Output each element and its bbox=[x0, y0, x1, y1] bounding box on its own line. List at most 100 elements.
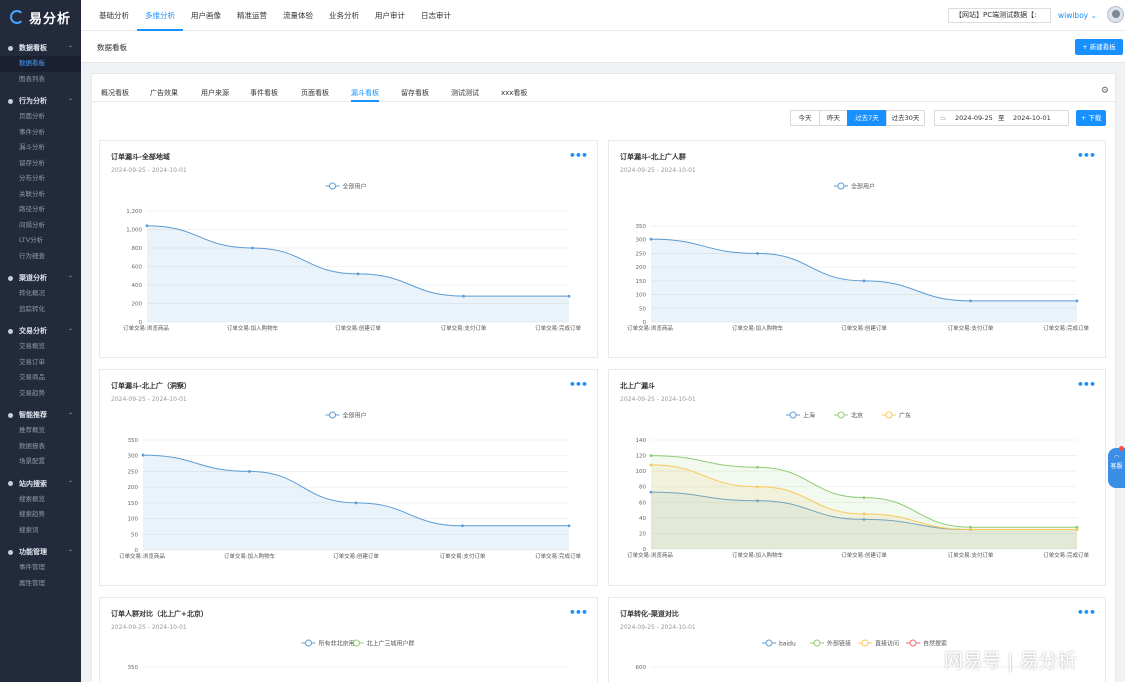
data-point[interactable] bbox=[756, 499, 759, 503]
more-options-icon[interactable]: ••• bbox=[568, 149, 588, 162]
top-nav-item[interactable]: 基础分析 bbox=[99, 10, 129, 20]
sidebar-item[interactable]: LTV分析 bbox=[19, 236, 44, 244]
dashboard-tab[interactable]: 概况看板 bbox=[101, 89, 129, 97]
sidebar-item[interactable]: 行为细查 bbox=[19, 251, 45, 260]
legend-label[interactable]: 直接访问 bbox=[875, 640, 899, 648]
new-dashboard-button[interactable]: + 新建看板 bbox=[1075, 39, 1123, 55]
data-point[interactable] bbox=[141, 453, 145, 457]
top-nav-item[interactable]: 精准运营 bbox=[237, 10, 267, 20]
sidebar-item[interactable]: 事件分析 bbox=[19, 127, 45, 136]
more-options-icon[interactable]: ••• bbox=[1076, 149, 1096, 162]
data-point[interactable] bbox=[862, 496, 866, 500]
dashboard-tab[interactable]: 页面看板 bbox=[301, 89, 329, 97]
data-point[interactable] bbox=[1075, 528, 1079, 531]
sidebar-item[interactable]: 事件管理 bbox=[19, 563, 45, 571]
sidebar-group[interactable]: 行为分析 ⌃ bbox=[0, 93, 81, 109]
data-point[interactable] bbox=[462, 294, 465, 298]
avatar[interactable] bbox=[1107, 6, 1124, 23]
sidebar-item[interactable]: 交易订单 bbox=[19, 357, 45, 366]
sidebar-item[interactable]: 场景配置 bbox=[19, 457, 45, 465]
top-nav-item[interactable]: 流量体验 bbox=[283, 10, 313, 20]
sidebar-item[interactable]: 数据看板 bbox=[0, 56, 81, 72]
more-options-icon[interactable]: ••• bbox=[568, 606, 588, 619]
legend-label[interactable]: 自然搜索 bbox=[923, 640, 947, 648]
sidebar-item[interactable]: 漏斗分析 bbox=[19, 143, 45, 151]
date-preset-button[interactable]: 过去7天 bbox=[847, 110, 887, 126]
legend-label[interactable]: 全部用户 bbox=[343, 183, 367, 191]
legend-label[interactable]: 全部用户 bbox=[343, 412, 367, 420]
legend-label[interactable]: baidu bbox=[779, 641, 796, 648]
sidebar-group[interactable]: 功能管理 ⌃ bbox=[0, 544, 81, 560]
data-point[interactable] bbox=[145, 224, 149, 228]
user-menu[interactable]: wiwiboy ⌄ bbox=[1058, 8, 1097, 23]
sidebar-group[interactable]: 智能推荐 ⌃ bbox=[0, 407, 81, 423]
sidebar-item[interactable]: 留存分析 bbox=[19, 158, 45, 167]
data-point[interactable] bbox=[756, 485, 759, 489]
data-point[interactable] bbox=[567, 294, 571, 298]
sidebar-item[interactable]: 图表列表 bbox=[19, 74, 45, 83]
data-point[interactable] bbox=[969, 528, 972, 531]
legend-label[interactable]: 北上广三城用户群 bbox=[367, 640, 415, 648]
dashboard-tab[interactable]: 漏斗看板 bbox=[351, 74, 379, 102]
data-point[interactable] bbox=[649, 463, 653, 467]
more-options-icon[interactable]: ••• bbox=[568, 378, 588, 391]
data-point[interactable] bbox=[862, 279, 866, 283]
sidebar-item[interactable]: 交易趋势 bbox=[19, 388, 45, 397]
date-range-picker[interactable]: ▭ 2024-09-25 至 2024-10-01 bbox=[934, 110, 1069, 126]
data-point[interactable] bbox=[862, 512, 866, 516]
data-point[interactable] bbox=[1075, 525, 1079, 529]
legend-label[interactable]: 全部用户 bbox=[851, 183, 875, 191]
data-point[interactable] bbox=[649, 237, 653, 241]
data-point[interactable] bbox=[567, 524, 571, 528]
data-point[interactable] bbox=[354, 501, 358, 505]
sidebar-item[interactable]: 转化概况 bbox=[19, 289, 45, 297]
sidebar-group[interactable]: 渠道分析 ⌃ bbox=[0, 270, 81, 286]
sidebar-item[interactable]: 交易商品 bbox=[19, 373, 45, 381]
sidebar-item[interactable]: 页面分析 bbox=[19, 112, 45, 120]
date-preset-button[interactable]: 昨天 bbox=[819, 110, 848, 126]
legend-label[interactable]: 上海 bbox=[803, 412, 815, 420]
sidebar-group[interactable]: 交易分析 ⌃ bbox=[0, 323, 81, 339]
dashboard-tab[interactable]: xxx看板 bbox=[501, 89, 528, 97]
customer-service-button[interactable]: ◠ 客服 bbox=[1108, 446, 1125, 488]
date-preset-button[interactable]: 过去30天 bbox=[886, 110, 925, 126]
sidebar-item[interactable]: 分布分析 bbox=[19, 174, 45, 182]
sidebar-item[interactable]: 搜索词 bbox=[19, 525, 39, 534]
sidebar-item[interactable]: 关联分析 bbox=[19, 189, 45, 198]
sidebar-group[interactable]: 站内搜索 ⌃ bbox=[0, 476, 81, 492]
data-point[interactable] bbox=[1075, 299, 1079, 303]
legend-label[interactable]: 外部链接 bbox=[827, 640, 851, 648]
sidebar-item[interactable]: 搜索趋势 bbox=[19, 510, 45, 518]
data-point[interactable] bbox=[461, 524, 464, 528]
top-nav-item[interactable]: 日志审计 bbox=[421, 10, 451, 20]
sidebar-item[interactable]: 推荐概览 bbox=[19, 426, 45, 434]
data-point[interactable] bbox=[649, 454, 653, 457]
data-point[interactable] bbox=[356, 272, 360, 276]
legend-label[interactable]: 所有非北京用户 bbox=[319, 640, 361, 648]
legend-label[interactable]: 广东 bbox=[899, 412, 911, 420]
sidebar-item[interactable]: 间隔分析 bbox=[19, 220, 45, 229]
data-point[interactable] bbox=[969, 299, 972, 303]
sidebar-item[interactable]: 数据报表 bbox=[19, 441, 45, 450]
sidebar-item[interactable]: 搜索概览 bbox=[19, 494, 45, 503]
gear-icon[interactable]: ⚙ bbox=[1100, 86, 1109, 96]
sidebar-item[interactable]: 交易概览 bbox=[19, 342, 45, 350]
sidebar-item[interactable]: 属性管理 bbox=[19, 578, 45, 587]
more-options-icon[interactable]: ••• bbox=[1076, 606, 1096, 619]
project-selector[interactable]: 【网站】PC端测试数据【: bbox=[948, 8, 1051, 23]
legend-label[interactable]: 北京 bbox=[851, 412, 863, 420]
dashboard-tab[interactable]: 留存看板 bbox=[401, 89, 429, 97]
data-point[interactable] bbox=[756, 465, 759, 469]
more-options-icon[interactable]: ••• bbox=[1076, 378, 1096, 391]
dashboard-tab[interactable]: 事件看板 bbox=[250, 89, 278, 97]
sidebar-item[interactable]: 追踪转化 bbox=[19, 304, 45, 313]
data-point[interactable] bbox=[248, 470, 251, 473]
top-nav-item[interactable]: 多维分析 bbox=[137, 0, 183, 31]
data-point[interactable] bbox=[756, 252, 759, 255]
top-nav-item[interactable]: 用户审计 bbox=[375, 10, 405, 20]
data-point[interactable] bbox=[649, 490, 653, 494]
top-nav-item[interactable]: 用户画像 bbox=[191, 10, 221, 20]
dashboard-tab[interactable]: 测试测试 bbox=[451, 89, 479, 97]
sidebar-group[interactable]: 数据看板 ⌃ bbox=[0, 40, 81, 56]
data-point[interactable] bbox=[251, 246, 254, 250]
